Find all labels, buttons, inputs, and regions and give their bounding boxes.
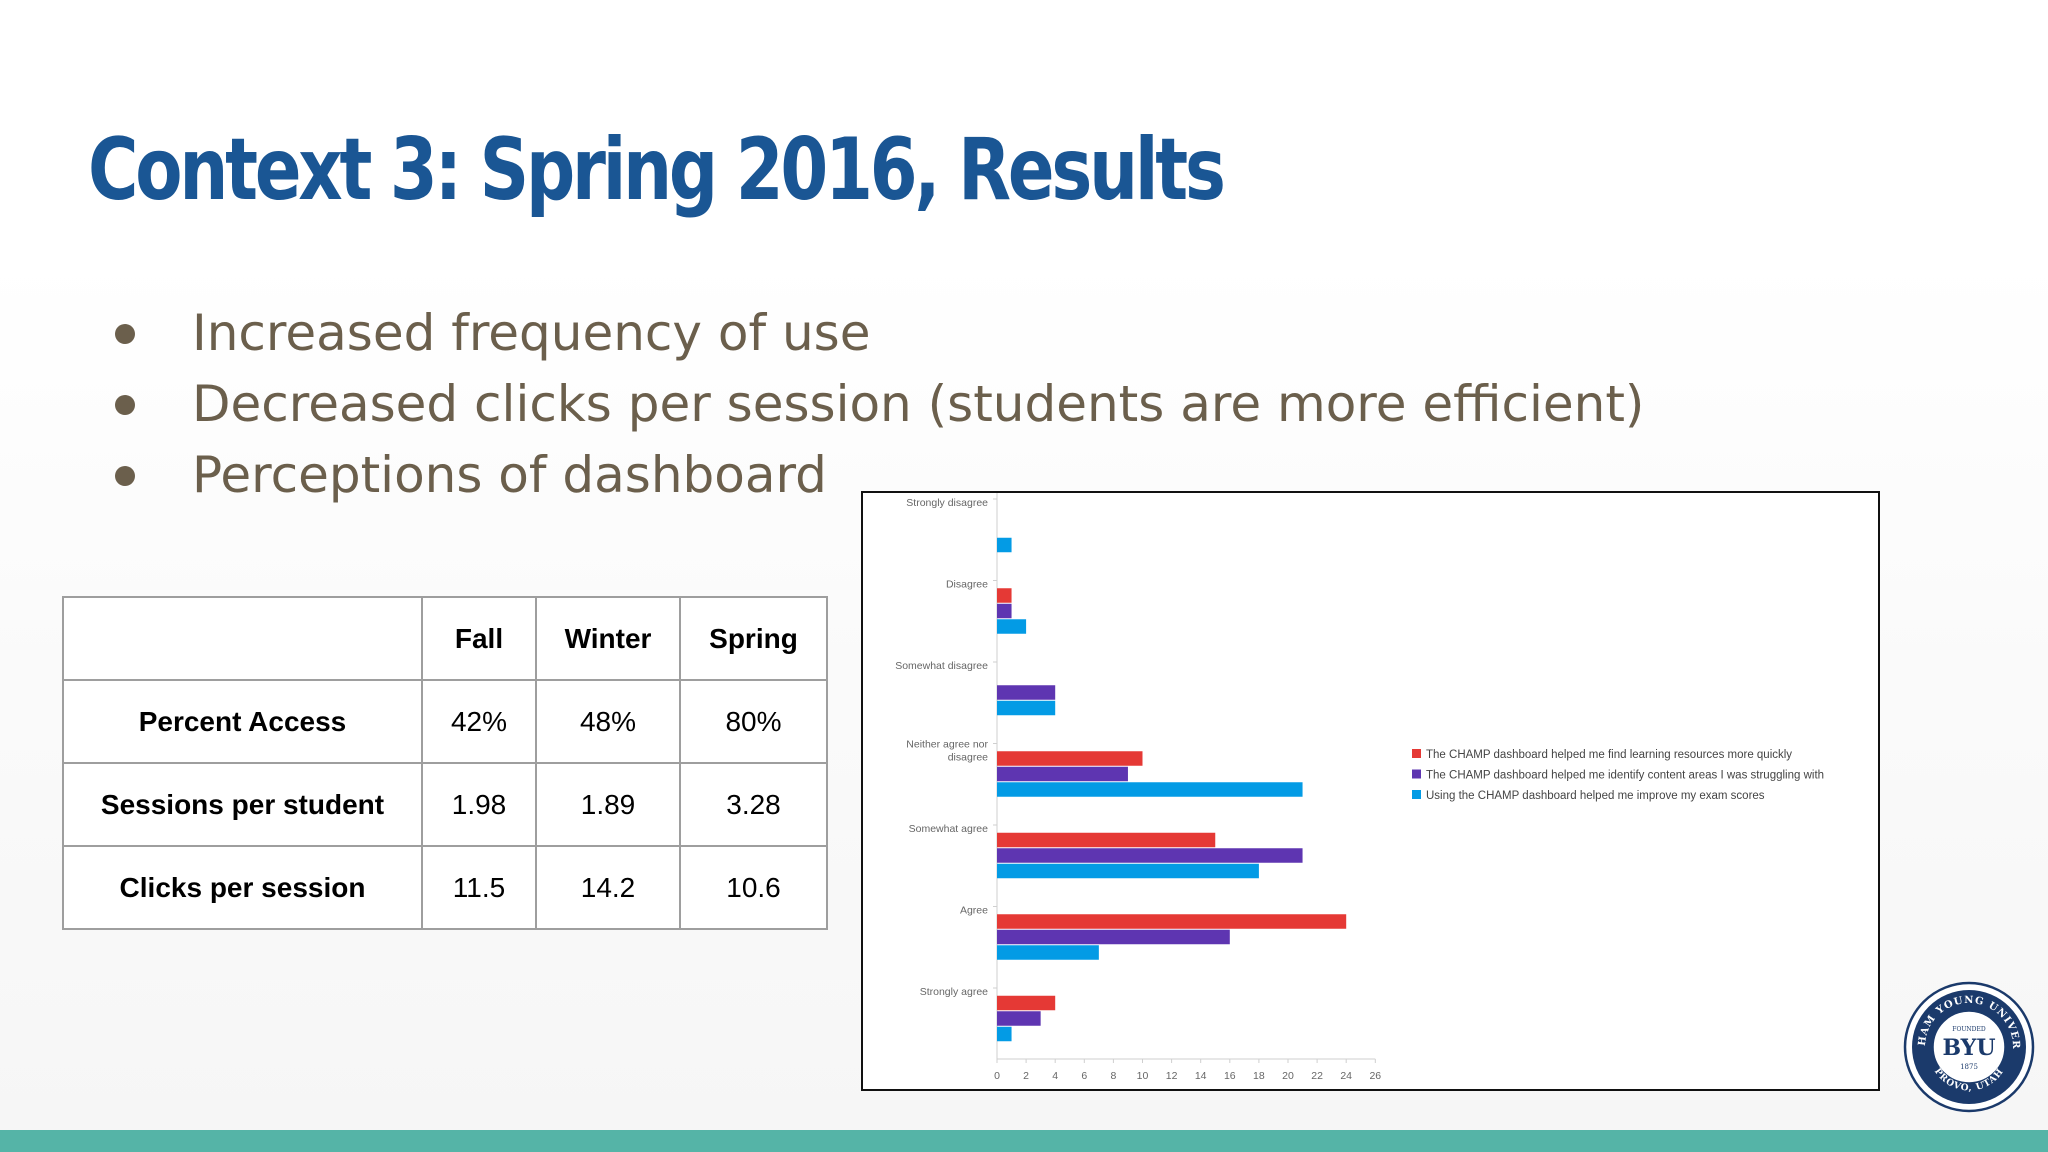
bar: [997, 863, 1259, 879]
table-header-winter: Winter: [535, 596, 681, 681]
bullet-item: Increased frequency of use: [110, 298, 1644, 369]
bar: [997, 603, 1012, 619]
x-tick-label: 16: [1224, 1070, 1236, 1082]
bar: [997, 766, 1128, 782]
table-header-row: Fall Winter Spring: [62, 596, 828, 681]
byu-seal-logo: BRIGHAM YOUNG UNIVERSITY PROVO, UTAH FOU…: [1903, 981, 2035, 1113]
bar: [997, 685, 1056, 700]
x-tick-label: 20: [1282, 1070, 1294, 1082]
legend-swatch: [1412, 769, 1421, 779]
table-header-empty: [62, 596, 423, 681]
table-cell: 42%: [421, 679, 537, 764]
row-label: Sessions per student: [62, 762, 423, 847]
table-cell: 10.6: [679, 845, 828, 930]
x-tick-label: 24: [1340, 1070, 1352, 1082]
bullet-text: Decreased clicks per session (students a…: [192, 375, 1645, 433]
category-label: Somewhat disagree: [895, 660, 988, 672]
bar: [997, 782, 1303, 797]
seal-year-text: 1875: [1960, 1063, 1978, 1071]
bullet-item: Decreased clicks per session (students a…: [110, 369, 1644, 440]
category-label: Agree: [960, 905, 988, 917]
x-tick-label: 6: [1081, 1070, 1087, 1082]
bar: [997, 700, 1056, 716]
table-cell: 1.89: [535, 762, 681, 847]
x-tick-label: 4: [1052, 1070, 1058, 1082]
slide-title: Context 3: Spring 2016, Results: [88, 120, 1226, 220]
bar: [997, 537, 1012, 553]
bar: [997, 832, 1216, 848]
category-label: Somewhat agree: [909, 823, 989, 835]
x-tick-label: 12: [1166, 1070, 1178, 1082]
legend-label: The CHAMP dashboard helped me identify c…: [1426, 770, 1824, 782]
x-tick-label: 18: [1253, 1070, 1265, 1082]
bar: [997, 914, 1347, 929]
table-row: Clicks per session 11.5 14.2 10.6: [62, 845, 828, 930]
table-cell: 11.5: [421, 845, 537, 930]
table-cell: 14.2: [535, 845, 681, 930]
seal-founded-text: FOUNDED: [1952, 1026, 1986, 1033]
usage-stats-table: Fall Winter Spring Percent Access 42% 48…: [62, 596, 828, 930]
x-tick-label: 10: [1137, 1070, 1149, 1082]
bar: [997, 929, 1230, 945]
category-label: Strongly agree: [920, 986, 988, 998]
legend-label: The CHAMP dashboard helped me find learn…: [1426, 749, 1792, 761]
x-tick-label: 14: [1195, 1070, 1207, 1082]
bullet-dot-icon: [115, 466, 135, 486]
survey-bar-chart: Strongly disagree Disagree Somewhat disagr…: [895, 493, 1824, 1082]
table-cell: 80%: [679, 679, 828, 764]
table-row: Percent Access 42% 48% 80%: [62, 679, 828, 764]
bullet-text: Increased frequency of use: [192, 304, 871, 362]
row-label: Clicks per session: [62, 845, 423, 930]
bar: [997, 995, 1056, 1011]
footer-accent-bar: [0, 1130, 2048, 1152]
legend-swatch: [1412, 749, 1421, 758]
category-label: Strongly disagree: [906, 497, 988, 509]
table-cell: 3.28: [679, 762, 828, 847]
table-row: Sessions per student 1.98 1.89 3.28: [62, 762, 828, 847]
x-tick-label: 26: [1369, 1070, 1381, 1082]
table-header-fall: Fall: [421, 596, 537, 681]
bar: [997, 588, 1012, 603]
survey-chart-frame: Strongly disagree Disagree Somewhat disagr…: [861, 491, 1880, 1091]
bullet-dot-icon: [115, 324, 135, 344]
bar: [997, 619, 1027, 634]
category-label: Disagree: [946, 579, 988, 591]
x-tick-label: 0: [994, 1070, 1000, 1082]
table-cell: 48%: [535, 679, 681, 764]
bullet-item: Perceptions of dashboard: [110, 440, 1644, 511]
seal-byu-text: BYU: [1942, 1035, 1995, 1061]
legend-label: Using the CHAMP dashboard helped me impr…: [1426, 790, 1765, 802]
bullet-dot-icon: [115, 395, 135, 415]
x-tick-label: 22: [1311, 1070, 1323, 1082]
bar: [997, 751, 1143, 766]
x-tick-label: 2: [1023, 1070, 1029, 1082]
category-label: Neither agree nor disagree: [906, 739, 988, 764]
bar: [997, 1026, 1012, 1042]
x-tick-label: 8: [1110, 1070, 1116, 1082]
bar: [997, 1011, 1041, 1026]
bullet-text: Perceptions of dashboard: [192, 446, 827, 504]
bullet-list: Increased frequency of use Decreased cli…: [110, 298, 1644, 511]
bar: [997, 945, 1099, 960]
bar: [997, 848, 1303, 863]
table-cell: 1.98: [421, 762, 537, 847]
table-header-spring: Spring: [679, 596, 828, 681]
row-label: Percent Access: [62, 679, 423, 764]
legend-swatch: [1412, 790, 1421, 799]
